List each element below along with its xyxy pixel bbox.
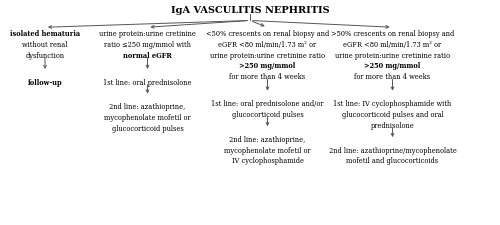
Text: 1st line: oral prednisolone and/or: 1st line: oral prednisolone and/or <box>211 100 324 108</box>
Text: follow-up: follow-up <box>28 78 62 86</box>
Text: 2nd line: azathioprine,: 2nd line: azathioprine, <box>230 135 306 143</box>
Text: 2nd line: azathioprine/mycophenolate: 2nd line: azathioprine/mycophenolate <box>328 146 456 154</box>
Text: >50% crescents on renal biopsy and: >50% crescents on renal biopsy and <box>331 30 454 38</box>
Text: >250 mg/mmol: >250 mg/mmol <box>240 62 296 70</box>
Text: 1st line: IV cyclophosphamide with: 1st line: IV cyclophosphamide with <box>334 100 452 108</box>
Text: glucocorticoid pulses: glucocorticoid pulses <box>232 110 304 119</box>
Text: urine protein:urine cretinine ratio: urine protein:urine cretinine ratio <box>335 51 450 59</box>
Text: eGFR <80 ml/min/1.73 m² or: eGFR <80 ml/min/1.73 m² or <box>218 40 316 48</box>
Text: urine protein:urine cretinine: urine protein:urine cretinine <box>99 30 196 38</box>
Text: glucocorticoid pulses: glucocorticoid pulses <box>112 124 184 132</box>
Text: without renal: without renal <box>22 40 68 48</box>
Text: prednisolone: prednisolone <box>370 121 414 129</box>
Text: isolated hematuria: isolated hematuria <box>10 30 80 38</box>
Text: >250 mg/mmol: >250 mg/mmol <box>364 62 420 70</box>
Text: IV cyclophosphamide: IV cyclophosphamide <box>232 157 304 165</box>
Text: <50% crescents on renal biopsy and: <50% crescents on renal biopsy and <box>206 30 329 38</box>
Text: urine protein:urine cretinine ratio: urine protein:urine cretinine ratio <box>210 51 325 59</box>
Text: glucocorticoid pulses and oral: glucocorticoid pulses and oral <box>342 110 444 119</box>
Text: mycophenolate mofetil or: mycophenolate mofetil or <box>104 114 191 122</box>
Text: mycophenolate mofetil or: mycophenolate mofetil or <box>224 146 311 154</box>
Text: for more than 4 weeks: for more than 4 weeks <box>354 73 430 81</box>
Text: eGFR <80 ml/min/1.73 m² or: eGFR <80 ml/min/1.73 m² or <box>344 40 442 48</box>
Text: IgA VASCULITIS NEPHRITIS: IgA VASCULITIS NEPHRITIS <box>170 6 330 15</box>
Text: ratio ≤250 mg/mmol with: ratio ≤250 mg/mmol with <box>104 40 191 48</box>
Text: dysfunction: dysfunction <box>26 51 64 59</box>
Text: 2nd line: azathioprine,: 2nd line: azathioprine, <box>110 103 186 111</box>
Text: normal eGFR: normal eGFR <box>123 51 172 59</box>
Text: 1st line: oral prednisolone: 1st line: oral prednisolone <box>104 78 192 86</box>
Text: mofetil and glucocorticoids: mofetil and glucocorticoids <box>346 157 438 165</box>
Text: for more than 4 weeks: for more than 4 weeks <box>230 73 306 81</box>
